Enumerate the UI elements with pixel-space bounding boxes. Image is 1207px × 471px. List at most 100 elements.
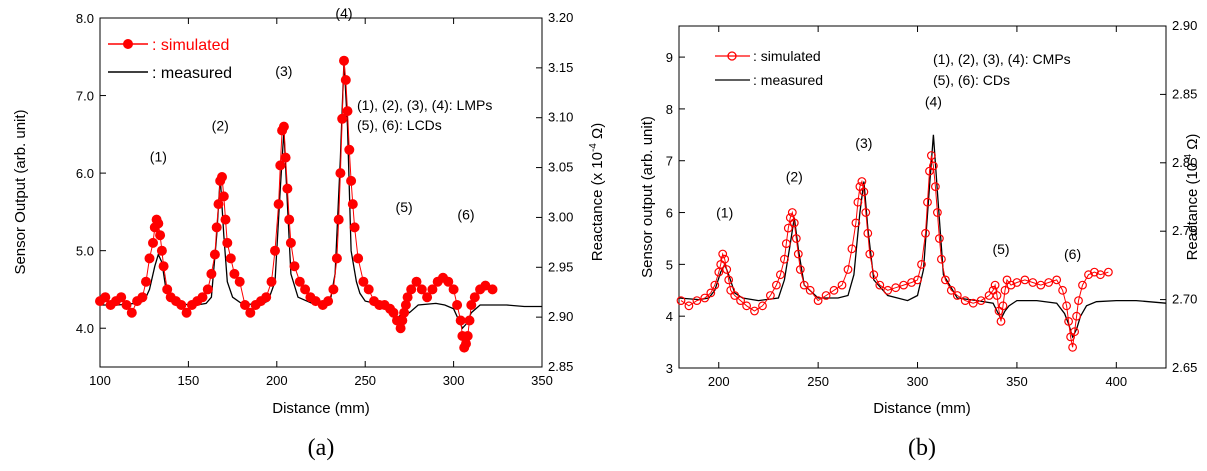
simulated-point (700, 293, 710, 303)
x-tick-label: 300 (907, 374, 929, 389)
simulated-point (851, 218, 861, 228)
simulated-point (730, 291, 740, 300)
simulated-point (176, 300, 187, 310)
simulated-point (197, 292, 208, 303)
simulated-point (363, 284, 374, 295)
simulated-point (158, 261, 169, 272)
simulated-point (998, 301, 1008, 311)
y-tick-label: 8.0 (76, 11, 94, 26)
x-tick-label: 300 (443, 373, 465, 388)
simulated-point (750, 306, 759, 316)
simulated-point (847, 244, 857, 254)
y2-tick-label: 2.90 (548, 309, 573, 324)
simulated-point (121, 300, 132, 310)
simulated-point (280, 152, 291, 163)
x-tick-label: 400 (1105, 374, 1127, 389)
simulated-point (289, 261, 300, 272)
simulated-point (339, 55, 349, 66)
x-tick-label: 250 (807, 374, 829, 389)
annotation-line-1: (1), (2), (3), (4): LMPs (357, 97, 492, 113)
simulated-point (736, 296, 745, 306)
peak-label: (5) (396, 199, 413, 215)
legend: : simulated : measured (108, 37, 232, 82)
simulated-point (780, 254, 789, 264)
simulated-point (935, 234, 944, 243)
annotation-line-1: (1), (2), (3), (4): CMPs (933, 51, 1071, 67)
simulated-point (337, 113, 348, 124)
panel-caption: (b) (908, 435, 936, 461)
simulated-point (464, 315, 475, 326)
simulated-point (229, 268, 240, 279)
simulated-point (1103, 267, 1113, 277)
peak-label: (4) (335, 5, 352, 21)
simulated-point (353, 253, 364, 264)
peak-label: (2) (786, 168, 803, 184)
simulated-point (452, 300, 463, 310)
peak-label: (1) (150, 148, 167, 164)
y2-tick-label: 2.70 (1172, 292, 1197, 307)
simulated-point (261, 292, 272, 303)
y2-axis-label: Reactance (x 10-4 Ω) (588, 123, 606, 262)
simulated-point (692, 296, 702, 306)
simulated-point (100, 292, 111, 303)
y-tick-label: 5 (666, 257, 673, 272)
y2-tick-label: 2.95 (548, 259, 573, 274)
simulated-point (155, 230, 166, 241)
simulated-point (853, 197, 863, 207)
simulated-point (720, 254, 730, 264)
simulated-point (300, 284, 311, 295)
x-tick-label: 150 (178, 373, 200, 388)
simulated-point (772, 280, 781, 290)
simulated-point (340, 75, 351, 85)
simulated-point (278, 121, 289, 132)
y2-axis-label-unit: Ω) (1184, 134, 1201, 154)
simulated-point (1000, 285, 1010, 295)
simulated-point (1068, 342, 1077, 352)
simulated-point (766, 291, 775, 300)
simulated-point (427, 284, 438, 295)
simulated-point (1028, 278, 1038, 287)
peak-label: (6) (1064, 246, 1081, 262)
simulated-point (1058, 285, 1067, 295)
y2-axis-label-main: Reactance (10 (1184, 163, 1201, 261)
simulated-point (891, 283, 901, 293)
simulated-point (758, 301, 767, 311)
y2-tick-label: 2.85 (548, 359, 573, 374)
simulated-point (863, 228, 873, 238)
series-simulated-line (680, 155, 1109, 348)
simulated-point (141, 276, 151, 287)
y2-axis-label-exponent: -4 (1183, 154, 1194, 163)
simulated-point (859, 187, 869, 197)
simulated-point (857, 177, 867, 186)
simulated-point (346, 175, 357, 186)
y2-tick-label: 2.75 (1172, 223, 1197, 238)
y-tick-label: 7.0 (76, 89, 94, 104)
x-tick-label: 350 (531, 373, 553, 388)
y-tick-label: 3 (666, 361, 673, 376)
simulated-point (443, 276, 454, 287)
simulated-point (968, 298, 978, 308)
simulated-point (937, 254, 946, 264)
simulated-point (144, 253, 155, 264)
simulated-point (1052, 275, 1062, 285)
simulated-point (342, 106, 353, 117)
simulated-point (722, 265, 732, 274)
y-tick-label: 4.0 (76, 321, 94, 336)
simulated-point (933, 208, 942, 217)
simulated-point (347, 199, 358, 210)
x-tick-label: 250 (354, 373, 376, 388)
simulated-point (1012, 278, 1022, 287)
y2-tick-label: 3.05 (548, 160, 573, 175)
simulated-point (116, 292, 127, 303)
simulated-point (976, 296, 986, 306)
simulated-point (217, 172, 227, 182)
simulated-point (331, 253, 342, 264)
simulated-point (776, 270, 785, 280)
simulated-point (684, 301, 694, 311)
y2-axis-label: Reactance (10-4 Ω) (1183, 134, 1201, 261)
series-measured-line (678, 134, 1167, 339)
legend-simulated-marker (123, 39, 133, 49)
simulated-point (266, 276, 277, 287)
simulated-point (406, 284, 417, 295)
simulated-point (469, 292, 480, 303)
